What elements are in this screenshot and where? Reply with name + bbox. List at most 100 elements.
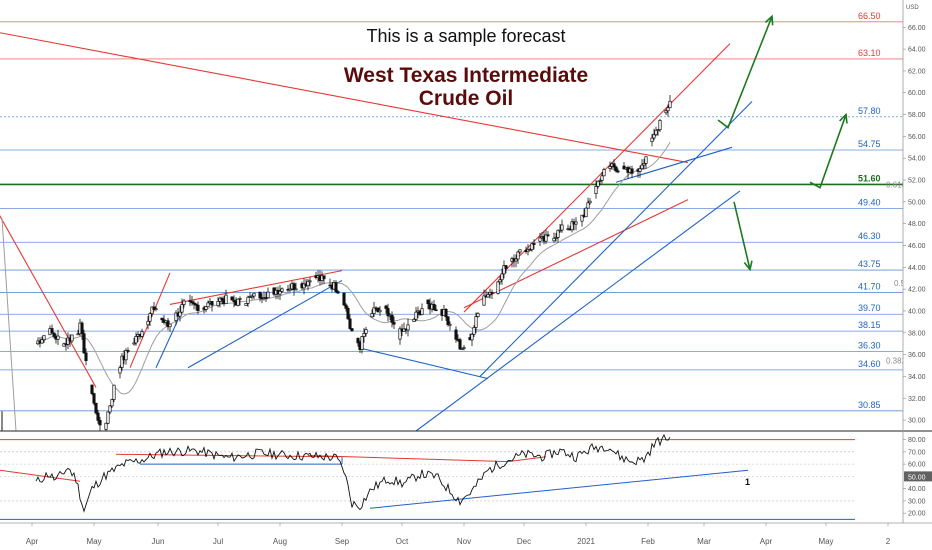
- candle: [558, 224, 562, 233]
- candle-body: [50, 328, 54, 334]
- candle-body: [250, 295, 254, 298]
- candle: [460, 347, 464, 351]
- price-tick-label: 54.00: [908, 156, 926, 163]
- candle: [110, 398, 114, 409]
- candle: [406, 318, 410, 337]
- candle: [250, 294, 254, 300]
- candle: [308, 277, 312, 287]
- candle-body: [458, 339, 462, 350]
- price-axis[interactable]: USD 30.00 32.00 34.00 36.00 38.00 40.00 42.00 44…: [903, 0, 932, 550]
- level-label-51.60: 51.60: [858, 173, 881, 183]
- pane-separators: [0, 0, 932, 524]
- candle: [108, 404, 112, 415]
- candle-body: [448, 323, 452, 326]
- time-axis[interactable]: Apr May Jun Jul Aug Sep Oct Nov Dec 2021 Feb Mar Apr…: [0, 523, 932, 550]
- candle-body: [668, 100, 672, 109]
- candle-body: [444, 309, 448, 318]
- candle-body: [584, 207, 588, 218]
- trendline-9: [359, 347, 489, 380]
- candle: [84, 348, 88, 366]
- candle-body: [658, 120, 662, 131]
- level-label-63.10: 63.10: [858, 48, 881, 58]
- candle: [278, 284, 282, 300]
- candle-body: [392, 322, 396, 325]
- candle: [398, 326, 402, 345]
- candle: [334, 280, 338, 294]
- rsi-pane[interactable]: 1: [0, 433, 855, 520]
- candle: [654, 126, 658, 137]
- forecast-arrow-up-high-head: [764, 14, 774, 26]
- candle: [120, 353, 124, 371]
- candle: [166, 317, 170, 331]
- candle: [94, 402, 98, 415]
- candle: [386, 303, 390, 322]
- price-tick-label: 50.00: [908, 199, 926, 206]
- trendline-11: [415, 190, 741, 431]
- candle-body: [496, 281, 500, 294]
- candle-body: [206, 302, 210, 308]
- candle-body: [482, 295, 486, 306]
- candle-body: [538, 237, 542, 242]
- candle: [504, 264, 508, 274]
- candle: [258, 291, 262, 302]
- candle-body: [350, 328, 354, 332]
- rsi-tick-label: 70.00: [908, 449, 926, 456]
- candle-body: [406, 324, 410, 331]
- time-tick-label: Apr: [26, 537, 39, 546]
- candle-body: [656, 129, 660, 132]
- candle: [650, 133, 654, 147]
- rsi-tick-label: 60.00: [908, 462, 926, 469]
- candle-body: [96, 412, 100, 421]
- candle: [570, 218, 574, 233]
- candle-body: [94, 402, 98, 414]
- candle-body: [348, 318, 352, 329]
- candle-body: [92, 393, 96, 404]
- candle-body: [552, 237, 556, 242]
- candle-body: [188, 300, 192, 303]
- price-tick-label: 58.00: [908, 112, 926, 119]
- candle: [420, 303, 424, 316]
- time-tick-label: Sep: [335, 537, 350, 546]
- candle: [90, 384, 94, 396]
- candle: [496, 280, 500, 295]
- time-tick-label: Nov: [457, 537, 471, 546]
- rsi-series-line: [35, 433, 671, 513]
- candle: [432, 299, 436, 311]
- candle: [348, 314, 352, 330]
- candle-body: [192, 302, 196, 305]
- candle-body: [434, 309, 438, 312]
- trend-lines: [0, 32, 753, 431]
- price-pane[interactable]: 66.50 63.10 57.80 54.75 51.60 49.40 46.30 43.75…: [0, 11, 907, 432]
- trendline-6: [0, 215, 97, 388]
- candle: [652, 128, 656, 141]
- candle: [96, 409, 100, 424]
- candle: [596, 180, 600, 189]
- candle-body: [140, 331, 144, 337]
- candle-body: [220, 297, 224, 301]
- candle-body: [70, 334, 74, 342]
- candle-body: [148, 313, 152, 322]
- rsi-axis[interactable]: 80.00 70.00 60.00 40.00 30.00 20.00 50.00: [903, 437, 932, 518]
- candle: [160, 317, 164, 323]
- candle: [612, 159, 616, 171]
- candle: [544, 229, 548, 244]
- price-tick-label: 52.00: [908, 178, 926, 185]
- candle: [448, 321, 452, 331]
- candle-body: [322, 275, 326, 280]
- candle-body: [82, 333, 86, 354]
- candle-body: [600, 175, 604, 181]
- candle-body: [346, 308, 350, 320]
- candle: [194, 303, 198, 311]
- candle-body: [532, 243, 536, 245]
- candle-body: [498, 279, 502, 283]
- time-tick-label: Aug: [273, 537, 287, 546]
- price-tick-label: 56.00: [908, 134, 926, 141]
- candle: [594, 180, 598, 199]
- candle-body: [196, 304, 200, 311]
- level-label-39.70: 39.70: [858, 303, 881, 313]
- candle: [384, 304, 388, 314]
- candle-body: [554, 237, 558, 239]
- candle: [238, 296, 242, 306]
- candle: [150, 306, 154, 317]
